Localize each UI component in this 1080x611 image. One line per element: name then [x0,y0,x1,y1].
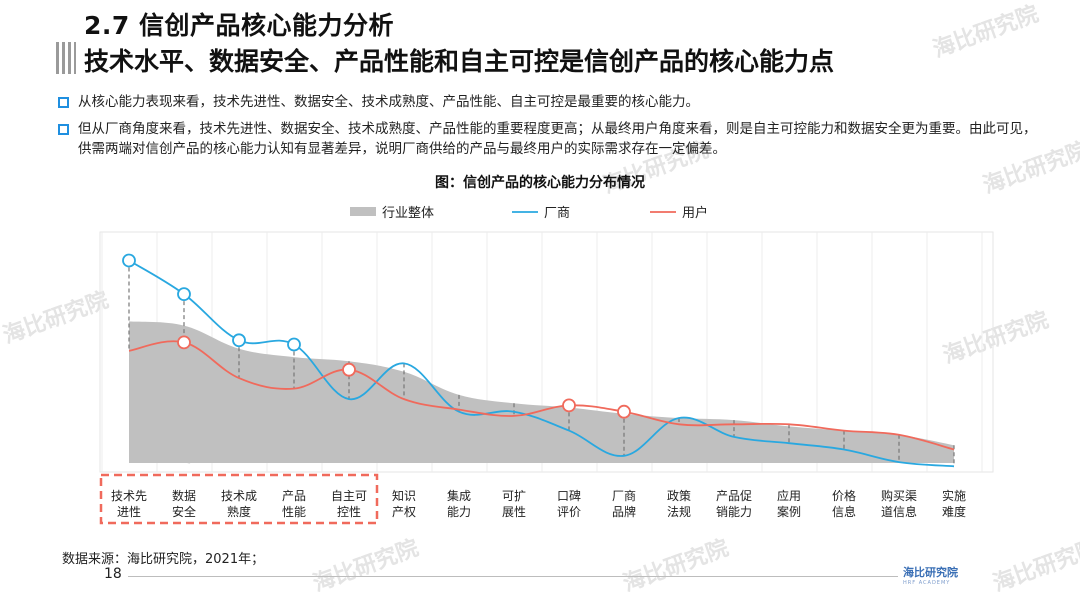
bullet-text: 从核心能力表现来看，技术先进性、数据安全、技术成熟度、产品性能、自主可控是最重要… [78,94,699,110]
category-label: 数据 [172,488,196,503]
bullet-item: 从核心能力表现来看，技术先进性、数据安全、技术成熟度、产品性能、自主可控是最重要… [58,92,1018,114]
category-label: 口碑 [557,488,581,503]
legend-label: 用户 [682,205,708,221]
category-label: 实施 [942,488,966,503]
data-source: 数据来源：海比研究院，2021年； [62,552,265,567]
marked-point-用户 [562,398,576,413]
page-number: 18 [104,566,122,582]
category-label: 自主可 [331,489,367,503]
series-lines [128,259,955,468]
category-label: 可扩 [502,489,526,503]
drop-lines [128,260,955,467]
category-label: 熟度 [227,504,251,519]
category-label: 进性 [117,505,141,519]
bullet-item: 但从厂商角度来看，技术先进性、数据安全、技术成熟度、产品性能的重要程度更高；从最… [58,119,1038,163]
area-series-行业整体 [129,321,954,463]
category-label: 产品促 [716,489,752,503]
page-subtitle: 技术水平、数据安全、产品性能和自主可控是信创产品的核心能力点 [84,47,835,76]
legend-label: 厂商 [544,206,570,221]
title-accent-bar [56,42,76,74]
legend-label: 行业整体 [382,206,434,221]
legend-swatch-area [350,207,376,216]
marked-point-厂商 [287,337,301,352]
brand-name: 海比研究院 [903,566,958,579]
category-label: 道信息 [881,504,917,519]
brand-sub: HRF ACADEMY [903,580,951,586]
category-label: 技术成 [221,489,257,503]
plot-frame [99,231,994,473]
core-capability-chart: 行业整体 厂商 用户 技术先进性数据安全技术成熟度产品性能自主可控性知识产权集成能力… [99,205,994,525]
category-label: 信息 [832,504,856,519]
chart-title: 图：信创产品的核心能力分布情况 [435,175,645,191]
watermark: 海比研究院 [619,535,732,597]
category-label: 集成 [447,488,471,503]
marked-points [122,253,631,419]
bullet-text: 但从厂商角度来看，技术先进性、数据安全、技术成熟度、产品性能的重要程度更高；从最… [78,121,1037,157]
category-label: 应用 [777,488,801,503]
marked-point-用户 [342,362,356,377]
marked-point-用户 [177,335,191,350]
brand-logo: 海比研究院 HRF ACADEMY [903,564,958,586]
category-label: 法规 [667,504,691,519]
category-label: 厂商 [612,488,636,503]
category-label: 销能力 [716,505,752,519]
category-label: 评价 [557,505,581,519]
line-series-用户 [128,340,955,451]
category-label: 难度 [942,504,966,519]
category-label: 购买渠 [881,488,917,503]
square-bullet-icon [58,124,69,135]
marked-point-厂商 [177,287,191,302]
highlight-box [99,473,379,525]
page-title: 2.7 信创产品核心能力分析 [84,11,394,40]
category-label: 安全 [172,504,196,519]
category-label: 技术先 [111,489,147,503]
watermark: 海比研究院 [309,535,422,597]
category-label: 展性 [502,505,526,519]
square-bullet-icon [58,97,69,108]
category-label: 知识 [392,489,416,503]
category-label: 性能 [282,505,306,519]
category-label: 产权 [392,505,416,519]
category-label: 价格 [832,488,856,503]
category-label: 政策 [667,489,691,503]
footer-divider [128,576,898,577]
industry-area [129,321,954,463]
category-label: 能力 [447,505,471,519]
watermark: 海比研究院 [929,1,1042,63]
line-series-厂商 [128,259,955,468]
category-label: 控性 [337,505,361,519]
marked-point-用户 [617,404,631,419]
marked-point-厂商 [122,253,136,268]
category-label: 产品 [282,489,306,503]
watermark: 海比研究院 [989,535,1080,597]
category-label: 案例 [777,504,801,519]
marked-point-厂商 [232,333,246,348]
chart-legend: 行业整体 厂商 用户 [350,205,708,221]
category-label: 品牌 [612,505,636,519]
